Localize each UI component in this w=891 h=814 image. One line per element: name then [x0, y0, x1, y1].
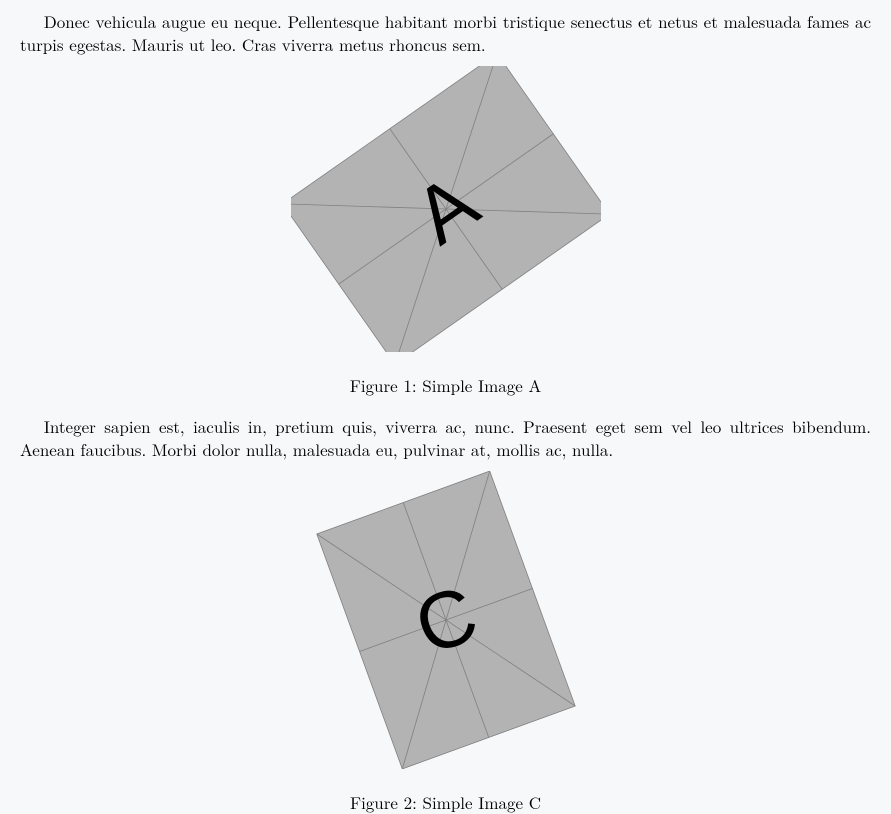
figure-1: A Figure 1: Simple Image A: [20, 66, 871, 397]
figure-1-image: A: [291, 66, 601, 352]
figure-2: C Figure 2: Simple Image C: [20, 471, 871, 814]
placeholder-image-a-icon: A: [291, 66, 601, 352]
figure-2-caption: Figure 2: Simple Image C: [20, 790, 871, 814]
figure-1-caption: Figure 1: Simple Image A: [20, 373, 871, 397]
body-paragraph-1: Donec vehicula augue eu neque. Pellentes…: [20, 10, 871, 56]
figure-2-image: C: [311, 471, 581, 769]
body-paragraph-2: Integer sapien est, iaculis in, pretium …: [20, 415, 871, 461]
placeholder-image-c-icon: C: [311, 471, 581, 769]
